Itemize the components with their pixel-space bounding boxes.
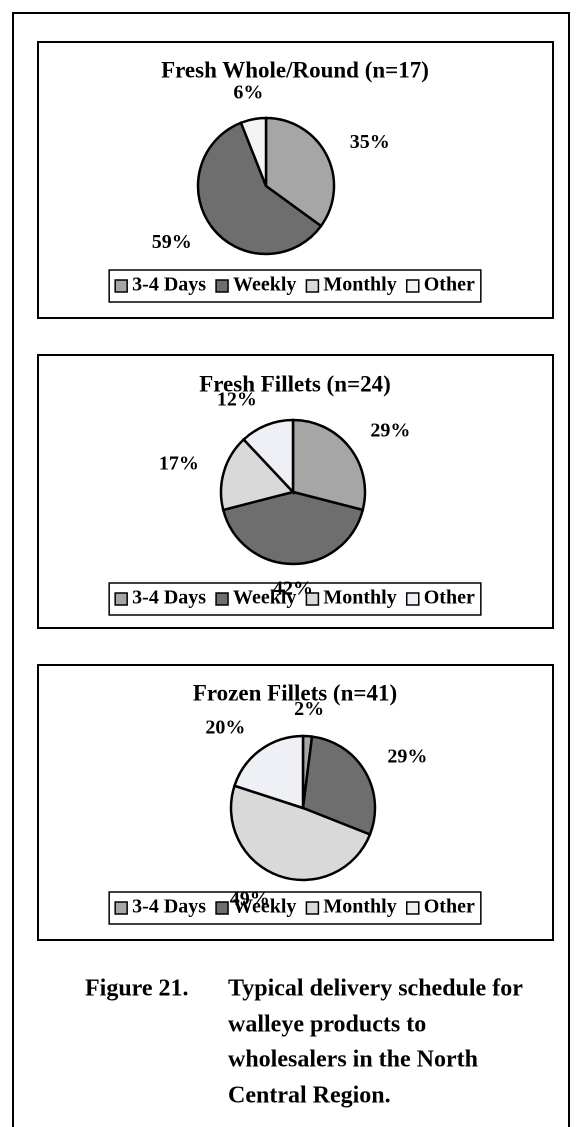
chart-frame	[37, 664, 554, 941]
legend-label: Monthly	[323, 896, 396, 918]
pie-slice	[241, 418, 295, 496]
pie-slice	[239, 116, 268, 187]
legend-swatch	[305, 592, 320, 606]
data-label: 2%	[294, 698, 324, 720]
legend-swatch	[405, 901, 420, 915]
legend-label: Monthly	[323, 274, 396, 296]
chart-title: Frozen Fillets (n=41)	[193, 680, 397, 705]
legend-label: Weekly	[233, 274, 296, 296]
chart-frame	[37, 41, 554, 319]
legend: 3-4 Days Weekly Monthly Other	[114, 587, 475, 609]
data-label: 29%	[370, 420, 410, 442]
data-label: 49%	[230, 888, 270, 910]
data-label: 20%	[205, 716, 245, 738]
legend-swatch	[405, 279, 420, 293]
legend-swatch	[215, 901, 229, 915]
data-label: 12%	[217, 388, 257, 410]
pie-slice	[232, 734, 305, 810]
caption-line: wholesalers in the North	[228, 1047, 478, 1073]
pie-slice	[301, 735, 377, 837]
legend-label: Other	[424, 896, 475, 918]
caption-line: walleye products to	[228, 1012, 426, 1038]
pie-slice	[264, 116, 336, 228]
data-label: 35%	[350, 131, 390, 153]
legend-label: Other	[424, 587, 475, 609]
legend-frame	[108, 891, 482, 925]
legend: 3-4 Days Weekly Monthly Other	[114, 896, 475, 918]
data-label: 17%	[159, 452, 199, 474]
chart-title: Fresh Fillets (n=24)	[199, 371, 391, 396]
legend-swatch	[114, 279, 128, 293]
data-label: 6%	[233, 81, 263, 103]
legend-label: 3-4 Days	[132, 587, 206, 609]
legend: 3-4 Days Weekly Monthly Other	[114, 274, 475, 296]
data-label: 59%	[152, 231, 192, 253]
legend-label: Weekly	[233, 587, 296, 609]
legend-label: Other	[424, 274, 475, 296]
legend-swatch	[114, 592, 128, 606]
caption-line: Typical delivery schedule for	[228, 976, 523, 1002]
legend-frame	[108, 582, 482, 616]
legend-label: 3-4 Days	[132, 896, 206, 918]
legend-swatch	[305, 901, 320, 915]
legend-swatch	[405, 592, 420, 606]
pie-slice	[229, 784, 372, 882]
legend-label: Weekly	[233, 896, 296, 918]
caption-line: Central Region.	[228, 1083, 391, 1109]
caption-label: Figure 21.	[85, 976, 189, 1002]
legend-swatch	[215, 592, 229, 606]
legend-label: 3-4 Days	[132, 274, 206, 296]
page-frame	[12, 12, 570, 1127]
pie-slice	[219, 437, 296, 512]
chart-frame	[37, 354, 554, 629]
legend-swatch	[305, 279, 320, 293]
legend-swatch	[215, 279, 229, 293]
legend-frame	[108, 269, 482, 303]
data-label: 29%	[387, 746, 427, 768]
legend-label: Monthly	[323, 587, 396, 609]
chart-title: Fresh Whole/Round (n=17)	[161, 57, 429, 82]
pie-slice	[291, 418, 367, 512]
legend-swatch	[114, 901, 128, 915]
pie-slice	[196, 121, 323, 256]
pie-slice	[221, 490, 365, 566]
